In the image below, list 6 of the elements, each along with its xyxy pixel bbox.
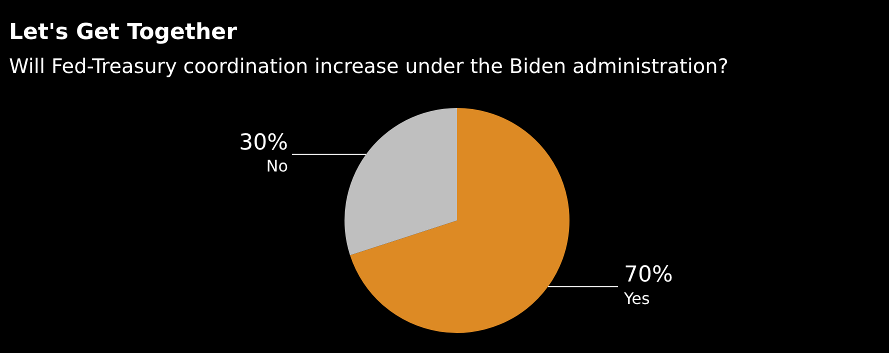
chart-subtitle: Will Fed-Treasury coordination increase under the Biden administration? (9, 54, 728, 78)
data-label: 30% (239, 130, 288, 156)
chart-title: Let's Get Together (9, 20, 237, 46)
slice-label: No (266, 156, 288, 176)
data-label: 70% (624, 262, 673, 288)
slice-label: Yes (623, 288, 650, 308)
